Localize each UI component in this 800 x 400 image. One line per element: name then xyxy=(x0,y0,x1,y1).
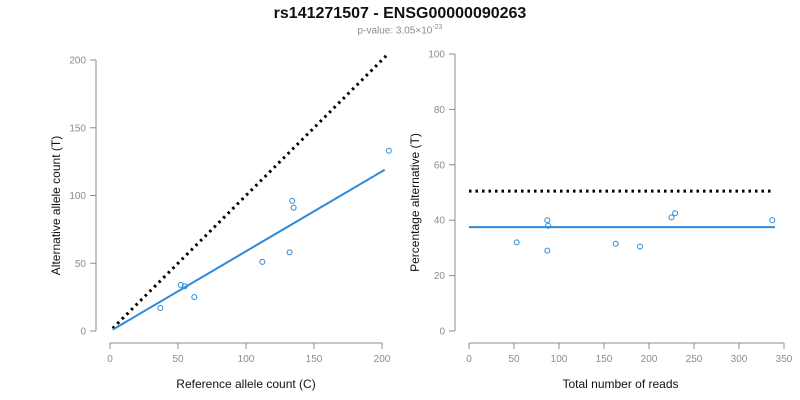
x-tick-label: 150 xyxy=(596,354,613,365)
x-tick-label: 0 xyxy=(466,354,472,365)
data-point xyxy=(191,294,198,301)
data-point xyxy=(177,281,184,288)
data-point xyxy=(289,197,296,204)
y-tick-label: 200 xyxy=(69,56,86,67)
data-point xyxy=(544,247,551,254)
data-point xyxy=(637,243,643,250)
p-value-subtitle: p-value: 3.05×10-23 xyxy=(0,24,800,36)
p-value-text: p-value: 3.05×10 xyxy=(357,25,433,37)
y-axis-label: Alternative allele count (T) xyxy=(49,136,63,275)
data-point xyxy=(769,217,776,224)
y-tick-label: 50 xyxy=(75,259,87,270)
x-tick-label: 100 xyxy=(238,354,255,365)
page-title: rs141271507 - ENSG00000090263 xyxy=(273,5,527,22)
data-point xyxy=(612,240,619,247)
x-tick-label: 200 xyxy=(641,354,658,365)
x-tick-label: 50 xyxy=(172,354,184,365)
fit-line xyxy=(112,168,386,331)
y-tick-label: 20 xyxy=(434,271,446,282)
y-tick-label: 0 xyxy=(439,327,445,338)
y-tick-label: 100 xyxy=(69,191,86,202)
y-tick-label: 0 xyxy=(80,327,86,338)
data-point xyxy=(545,222,552,229)
x-tick-label: 200 xyxy=(374,354,391,365)
x-tick-label: 300 xyxy=(731,354,748,365)
data-point xyxy=(181,283,188,290)
x-axis-label: Total number of reads xyxy=(562,377,678,391)
y-tick-label: 40 xyxy=(434,216,446,227)
x-tick-label: 0 xyxy=(107,354,113,365)
right-scatter-panel: 0 50 100 150 200 250 300 350 0 20 40 60 80 100 Total n… xyxy=(408,50,793,392)
y-tick-label: 150 xyxy=(69,123,86,134)
x-tick-label: 150 xyxy=(306,354,323,365)
y-tick-label: 60 xyxy=(434,160,446,171)
x-axis-label: Reference allele count (C) xyxy=(176,377,315,391)
y-tick-label: 100 xyxy=(428,50,445,61)
data-point xyxy=(286,249,293,256)
x-tick-label: 250 xyxy=(686,354,703,365)
data-point xyxy=(157,304,164,311)
y-tick-label: 80 xyxy=(434,105,446,116)
data-point xyxy=(544,217,551,224)
x-tick-label: 50 xyxy=(508,354,520,365)
x-tick-label: 100 xyxy=(551,354,568,365)
data-point xyxy=(672,210,679,217)
x-tick-label: 350 xyxy=(776,354,793,365)
y-axis-label: Percentage alternative (T) xyxy=(408,133,422,272)
data-point xyxy=(259,258,266,265)
left-scatter-panel: 0 50 100 150 200 0 50 100 150 200 Reference allele… xyxy=(49,53,392,391)
data-point xyxy=(290,204,297,211)
data-point xyxy=(385,147,392,154)
p-value-exponent: -23 xyxy=(432,24,443,31)
data-point xyxy=(668,214,675,221)
data-point xyxy=(513,239,520,246)
